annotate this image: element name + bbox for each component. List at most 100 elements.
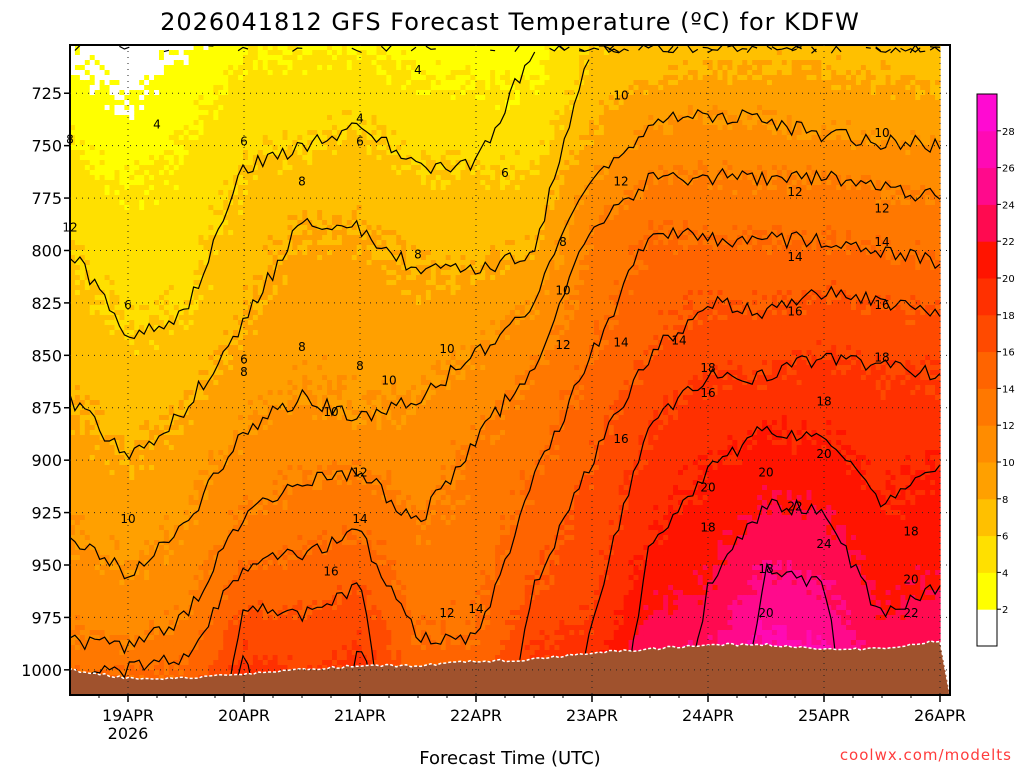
temperature-cell [163,520,170,526]
temperature-cell [139,205,145,211]
temperature-cell [193,210,200,216]
temperature-cell [163,610,170,616]
temperature-cell [238,595,244,601]
temperature-cell [109,435,116,441]
temperature-cell [168,310,175,316]
temperature-cell [168,540,175,546]
temperature-cell [94,660,101,666]
temperature-cell [178,230,185,236]
temperature-cell [94,600,101,606]
temperature-cell [173,600,180,606]
temperature-cell [139,390,145,396]
temperature-cell [228,335,234,341]
temperature-cell [173,530,180,536]
temperature-cell [99,445,106,451]
temperature-cell [74,550,81,556]
temperature-cell [213,555,219,561]
temperature-cell [203,70,210,76]
temperature-cell [213,120,219,126]
temperature-cell [238,370,244,376]
temperature-cell [173,75,180,81]
temperature-cell [243,620,249,626]
temperature-cell [119,55,125,61]
temperature-cell [198,95,205,101]
temperature-cell [144,120,150,126]
temperature-cell [99,115,106,121]
temperature-cell [94,545,101,551]
temperature-cell [84,445,91,451]
temperature-cell [114,610,121,616]
temperature-cell [238,205,244,211]
temperature-cell [238,575,244,581]
temperature-cell [168,395,175,401]
temperature-cell [178,570,185,576]
temperature-cell [79,480,86,486]
temperature-cell [208,195,214,201]
temperature-cell [178,335,185,341]
temperature-cell [178,355,185,361]
temperature-cell [203,395,210,401]
temperature-cell [247,270,254,276]
temperature-cell [129,520,135,526]
temperature-cell [213,645,219,651]
temperature-cell [94,190,101,196]
temperature-cell [158,560,165,566]
temperature-cell [173,65,180,71]
temperature-cell [84,530,91,536]
temperature-cell [218,185,224,191]
temperature-cell [154,105,160,111]
temperature-cell [129,660,135,666]
temperature-cell [168,590,175,596]
temperature-cell [218,135,224,141]
temperature-cell [119,510,125,516]
temperature-cell [252,280,259,286]
temperature-cell [233,445,239,451]
temperature-cell [89,495,96,501]
temperature-cell [74,50,81,56]
temperature-cell [154,675,160,681]
temperature-cell [208,180,214,186]
temperature-cell [119,315,125,321]
temperature-cell [247,665,254,671]
temperature-cell [84,255,91,261]
temperature-cell [134,605,140,611]
temperature-cell [119,320,125,326]
temperature-cell [178,90,185,96]
temperature-cell [119,465,125,471]
temperature-cell [158,190,165,196]
temperature-cell [213,90,219,96]
temperature-cell [154,145,160,151]
temperature-cell [247,640,254,646]
temperature-cell [129,420,135,426]
temperature-cell [104,430,111,436]
temperature-cell [198,415,205,421]
temperature-cell [89,630,96,636]
temperature-cell [129,555,135,561]
temperature-cell [109,660,116,666]
temperature-cell [218,660,224,666]
temperature-cell [223,235,229,241]
temperature-cell [183,440,190,446]
temperature-cell [188,570,195,576]
temperature-cell [119,190,125,196]
temperature-cell [114,630,121,636]
temperature-cell [104,350,111,356]
temperature-cell [257,140,264,146]
temperature-cell [84,590,91,596]
temperature-cell [109,605,116,611]
temperature-cell [223,555,229,561]
temperature-cell [154,210,160,216]
temperature-cell [223,270,229,276]
temperature-cell [134,285,140,291]
temperature-cell [198,90,205,96]
temperature-cell [183,445,190,451]
temperature-cell [74,245,81,251]
temperature-cell [134,70,140,76]
temperature-cell [208,495,214,501]
temperature-cell [89,220,96,226]
temperature-cell [84,490,91,496]
temperature-cell [149,150,155,156]
temperature-cell [149,80,155,86]
temperature-cell [178,350,185,356]
temperature-cell [158,360,165,366]
